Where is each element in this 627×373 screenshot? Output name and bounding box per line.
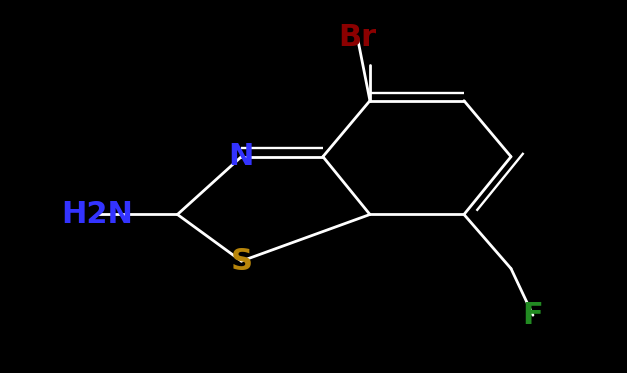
Text: H2N: H2N: [61, 200, 133, 229]
Text: F: F: [522, 301, 544, 330]
Text: N: N: [229, 142, 254, 171]
Text: Br: Br: [339, 23, 376, 52]
Text: S: S: [230, 247, 253, 276]
